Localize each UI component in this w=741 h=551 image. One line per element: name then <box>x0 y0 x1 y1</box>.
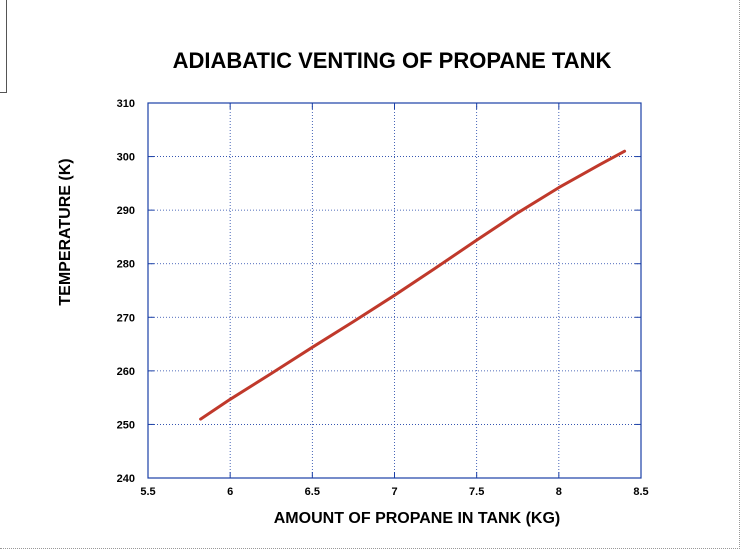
x-tick-label: 7.5 <box>469 486 484 498</box>
x-tick-labels: 5.5 6 6.5 7 7.5 8 8.5 <box>140 486 648 498</box>
chart-title: ADIABATIC VENTING OF PROPANE TANK <box>173 48 612 73</box>
y-tick-labels: 240 250 260 270 280 290 300 310 <box>117 98 135 485</box>
y-tick-label: 290 <box>117 205 135 217</box>
y-tick-label: 240 <box>117 473 135 485</box>
series-line-temperature <box>199 149 627 421</box>
x-tick-label: 8.5 <box>633 486 648 498</box>
grid <box>148 103 641 478</box>
y-tick-label: 280 <box>117 259 135 271</box>
x-tick-label: 5.5 <box>140 486 155 498</box>
y-tick-label: 310 <box>117 98 135 110</box>
y-tick-label: 260 <box>117 366 135 378</box>
x-axis-label: AMOUNT OF PROPANE IN TANK (KG) <box>274 510 561 527</box>
axis-ticks <box>147 102 642 479</box>
x-tick-label: 6.5 <box>305 486 320 498</box>
x-tick-label: 7 <box>391 486 397 498</box>
y-tick-label: 250 <box>117 419 135 431</box>
y-axis-label: TEMPERATURE (K) <box>57 158 74 305</box>
y-tick-label: 270 <box>117 312 135 324</box>
x-tick-label: 8 <box>556 486 562 498</box>
frame-corner-mark <box>0 0 7 93</box>
x-tick-label: 6 <box>227 486 233 498</box>
y-tick-label: 300 <box>117 152 135 164</box>
